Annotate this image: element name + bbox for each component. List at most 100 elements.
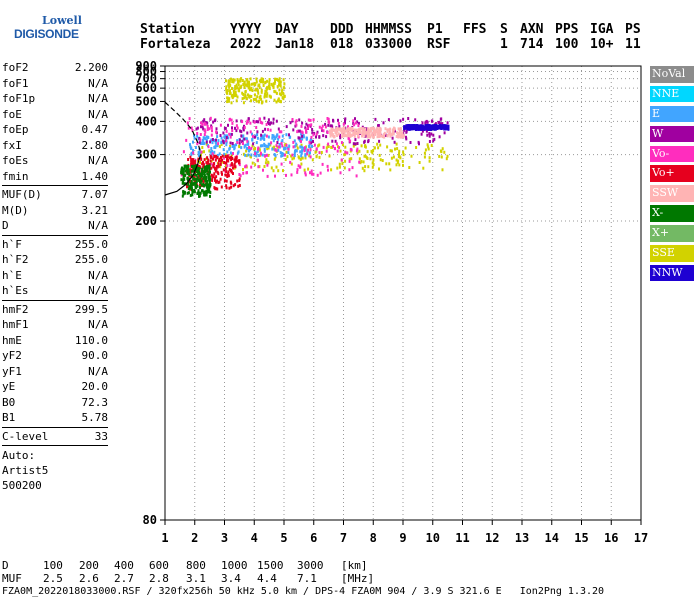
echo-point [398, 131, 401, 135]
param-label: h`E [2, 268, 22, 282]
echo-point [408, 127, 411, 131]
header-label: YYYY [230, 22, 262, 37]
echo-point [319, 171, 322, 175]
echo-point [200, 179, 203, 183]
echo-point [215, 175, 218, 179]
footer-value: [km] [341, 559, 368, 572]
echo-point [285, 143, 288, 147]
echo-point [427, 125, 430, 129]
echo-point [216, 179, 218, 183]
echo-point [221, 158, 223, 162]
echo-point [249, 155, 252, 159]
echo-point [206, 156, 209, 160]
echo-point [202, 136, 205, 140]
echo-point [274, 90, 277, 94]
echo-point [199, 183, 201, 187]
echo-point [193, 189, 196, 192]
echo-point [413, 126, 416, 130]
echo-point [236, 78, 239, 81]
echo-point [216, 135, 219, 139]
echo-point [226, 158, 228, 162]
echo-point [201, 146, 204, 149]
echo-point [248, 146, 251, 149]
echo-point [203, 184, 206, 187]
x-tick-label: 2 [191, 531, 198, 545]
echo-point [330, 168, 333, 172]
echo-point [428, 140, 431, 143]
echo-point [225, 184, 228, 188]
echo-point [208, 190, 211, 193]
echo-point [189, 143, 191, 147]
echo-point [260, 97, 263, 101]
echo-point [219, 177, 222, 181]
echo-point [408, 166, 411, 169]
echo-point [266, 86, 269, 90]
echo-point [402, 153, 405, 157]
echo-point [212, 120, 215, 124]
echo-point [336, 149, 339, 153]
echo-point [208, 127, 211, 131]
echo-point [371, 151, 374, 155]
echo-point [187, 171, 190, 175]
echo-point [219, 165, 222, 169]
echo-point [250, 99, 252, 103]
echo-point [205, 142, 208, 146]
echo-point [420, 132, 423, 136]
echo-point [246, 139, 249, 143]
echo-point [277, 145, 280, 149]
param-value: N/A [88, 76, 108, 90]
echo-point [231, 87, 233, 90]
echo-point [267, 118, 270, 122]
echo-point [229, 132, 232, 136]
echo-point [331, 133, 334, 136]
echo-point [206, 125, 209, 128]
echo-point [268, 78, 271, 81]
echo-point [396, 131, 398, 135]
header-label: HHMMSS [365, 22, 412, 37]
echo-point [251, 144, 254, 148]
echo-point [407, 117, 410, 120]
echo-point [242, 93, 245, 96]
echo-point [311, 158, 314, 162]
echo-point [440, 155, 443, 159]
echo-point [251, 161, 254, 165]
echo-point [233, 144, 236, 148]
echo-point [202, 190, 205, 194]
echo-point [307, 148, 309, 152]
echo-point [312, 133, 315, 137]
echo-point [421, 129, 424, 133]
echo-point [292, 128, 295, 132]
echo-point [280, 162, 283, 166]
x-tick-label: 6 [310, 531, 317, 545]
param-value: N/A [88, 318, 108, 332]
echo-point [256, 150, 259, 154]
echo-point [358, 129, 361, 133]
echo-point [278, 77, 281, 81]
header-value: RSF [427, 37, 451, 52]
echo-point [232, 184, 235, 188]
echo-point [182, 178, 185, 182]
echo-point [327, 120, 330, 124]
echo-point [404, 146, 407, 150]
echo-point [282, 91, 285, 95]
echo-point [231, 166, 234, 170]
echo-point [238, 144, 241, 148]
echo-point [306, 152, 309, 156]
y-tick-label: 800 [135, 65, 157, 79]
echo-point [237, 83, 240, 87]
echo-point [249, 77, 252, 81]
echo-point [239, 129, 242, 133]
echo-point [254, 163, 257, 167]
param-label: hmF1 [2, 318, 29, 332]
echo-point [181, 194, 184, 198]
echo-point [373, 146, 376, 150]
param-label: yF1 [2, 364, 22, 378]
echo-point [248, 149, 251, 153]
echo-point [185, 138, 188, 142]
echo-point [235, 129, 238, 133]
echo-point [190, 126, 193, 130]
echo-point [283, 82, 286, 86]
echo-point [439, 117, 442, 121]
echo-point [186, 121, 189, 125]
echo-point [235, 93, 238, 97]
